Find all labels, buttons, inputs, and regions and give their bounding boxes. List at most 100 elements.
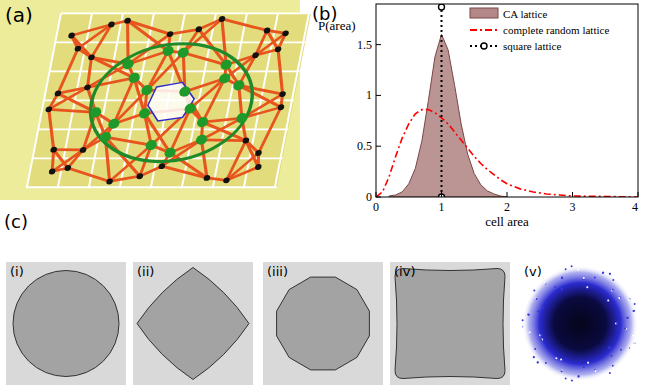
- neighbour-node: [128, 73, 141, 83]
- speckle-dot: [632, 335, 634, 337]
- speckle-dot: [634, 342, 636, 344]
- speckle-dot: [533, 356, 535, 358]
- edge: [54, 148, 83, 151]
- speckle-dot: [527, 314, 529, 316]
- tick-label: 0.5: [357, 139, 372, 153]
- legend-swatch: [470, 8, 498, 18]
- subpanel: (ii): [133, 262, 253, 385]
- speckle-dot: [634, 342, 636, 344]
- speckle-dot: [561, 369, 563, 371]
- grid-line: [38, 128, 288, 130]
- tick: [376, 197, 381, 198]
- node: [48, 169, 56, 175]
- tick-label: 4: [632, 200, 638, 214]
- neighbour-node: [195, 135, 208, 145]
- speckle-dot: [602, 272, 604, 274]
- marker: [439, 4, 445, 10]
- node: [203, 175, 211, 181]
- speckle-dot: [533, 290, 535, 292]
- neighbour-node: [107, 119, 120, 129]
- speckle-dot: [628, 298, 630, 300]
- edge: [58, 49, 78, 94]
- tick: [376, 192, 377, 197]
- node: [124, 18, 132, 24]
- speckle-dot: [522, 319, 524, 321]
- legend-label: square lattice: [503, 40, 561, 52]
- node: [254, 164, 262, 170]
- node: [279, 91, 287, 97]
- neighbour-node: [232, 80, 245, 90]
- subpanel: (i): [6, 262, 126, 385]
- legend-marker: [481, 43, 487, 49]
- edge: [226, 153, 258, 180]
- speckle-dot: [571, 265, 573, 267]
- tick: [376, 44, 381, 45]
- speckle-dot: [609, 347, 611, 349]
- neighbour-node: [122, 59, 135, 69]
- speckle-dot: [609, 372, 611, 374]
- edge: [256, 33, 286, 55]
- circle-shape: [13, 271, 119, 377]
- subpanel-background: [6, 262, 126, 385]
- grid-line: [61, 12, 311, 14]
- speckle-dot: [611, 290, 613, 292]
- speckle-dot: [544, 283, 546, 285]
- speckle-dot: [529, 331, 531, 333]
- edge: [86, 57, 94, 87]
- grid-line: [27, 186, 277, 188]
- speckle-dot: [586, 286, 588, 288]
- speckle-dot: [540, 334, 542, 336]
- speckle-dot: [555, 357, 557, 359]
- tick: [638, 192, 639, 197]
- node: [50, 147, 58, 153]
- speckle-dot: [561, 277, 563, 279]
- node: [223, 177, 231, 183]
- node: [68, 33, 76, 39]
- speckle-dot: [537, 361, 539, 363]
- speckle-dot: [612, 289, 614, 291]
- speckle-dot: [607, 299, 609, 301]
- neighbour-node: [196, 117, 209, 127]
- area: [389, 34, 507, 197]
- edges: [35, 19, 299, 182]
- speckle-dot: [634, 303, 636, 305]
- speckle-dot: [522, 326, 524, 328]
- cluster-shape: [522, 266, 638, 382]
- speckle-dot: [619, 297, 621, 299]
- tick: [441, 192, 442, 197]
- edge: [256, 49, 279, 55]
- legend: CA latticecomplete random latticesquare …: [470, 8, 609, 52]
- panel-b: (b)0123400.511.5P(area)cell areaCA latti…: [312, 3, 638, 229]
- lattice-plane: [27, 13, 311, 188]
- speckle-dot: [565, 378, 567, 380]
- speckle-dot: [587, 285, 589, 287]
- neighbourhood-circle: [80, 44, 263, 162]
- subpanel: (v): [520, 262, 640, 385]
- panel-label: (a): [5, 3, 33, 27]
- speckle-dot: [587, 361, 589, 363]
- speckle-dot: [594, 277, 596, 279]
- node: [218, 16, 226, 22]
- subpanel-label: (i): [10, 264, 24, 279]
- edge: [181, 53, 229, 65]
- plot-marks: [376, 4, 638, 197]
- node: [195, 26, 203, 32]
- tick-label: 3: [570, 200, 576, 214]
- neighbour-node: [220, 60, 233, 70]
- speckle-dot: [535, 298, 537, 300]
- edge: [220, 19, 270, 31]
- speckle-dot: [616, 322, 618, 324]
- node: [64, 165, 72, 171]
- speckle-dot: [533, 289, 535, 291]
- tick: [376, 95, 381, 96]
- tick-label: 0: [366, 190, 372, 204]
- tick-label: 2: [504, 200, 510, 214]
- node: [74, 46, 82, 52]
- tick-label: 0: [373, 200, 379, 214]
- plane: [27, 13, 311, 188]
- subpanel-background: [520, 262, 640, 385]
- node: [274, 46, 282, 52]
- edge: [41, 109, 62, 149]
- legend-label: CA lattice: [503, 8, 547, 20]
- neighbour-node: [140, 85, 153, 95]
